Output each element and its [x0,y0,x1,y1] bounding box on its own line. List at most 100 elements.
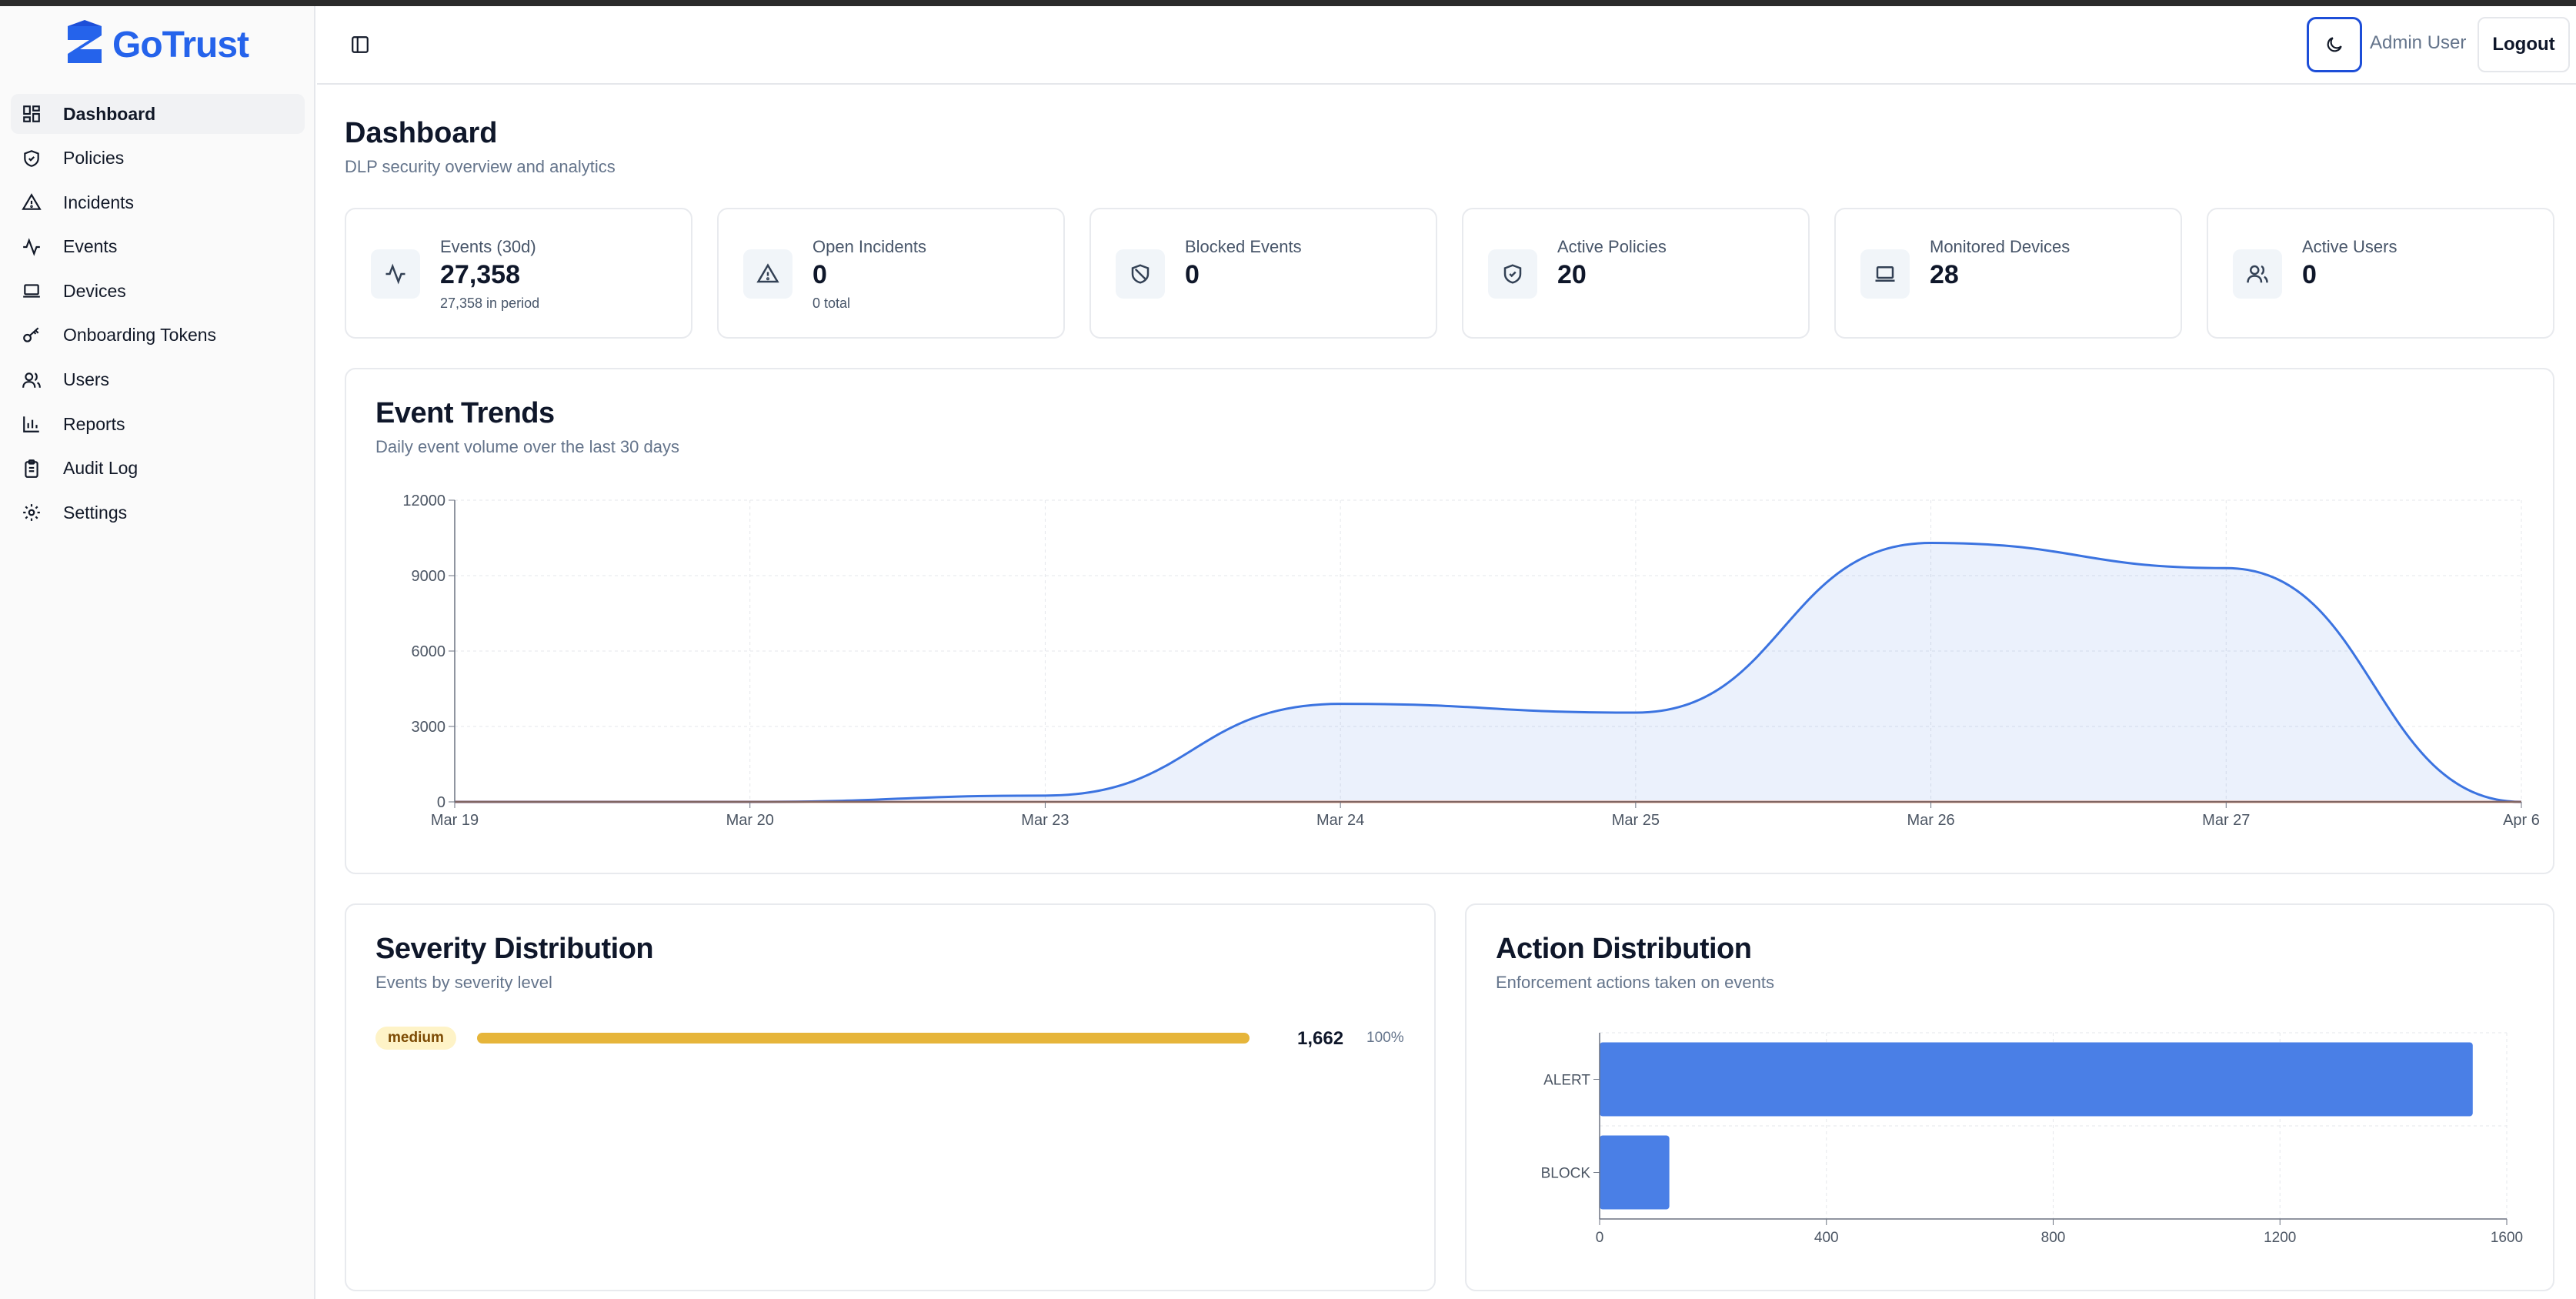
severity-percent: 100% [1366,1030,1404,1046]
moon-icon [2327,37,2342,52]
brand-name: GoTrust [112,24,249,65]
action-distribution-chart: ALERT BLOCK 0 400 800 1200 1600 [1541,1032,2523,1246]
alert-triangle-icon [756,263,779,283]
severity-distribution-card: Severity Distribution Events by severity… [345,903,1436,1291]
clipboard-list-icon [25,459,38,478]
x-tick-label: 1200 [2264,1230,2296,1246]
stat-label: Blocked Events [1185,237,1302,256]
sidebar-item-settings[interactable]: Settings [11,493,305,533]
brand-logo[interactable]: GoTrust [63,17,249,72]
severity-bar-fill [477,1033,1250,1044]
users-icon [22,372,41,388]
card-title: Severity Distribution [375,933,654,965]
stat-icon-box [1116,249,1165,299]
x-tick-label: Apr 6 [2503,812,2540,829]
category-label: BLOCK [1541,1166,1591,1182]
y-tick-label: 12000 [402,493,445,509]
x-tick-label: Mar 24 [1316,812,1364,829]
panel-left-icon [352,36,369,53]
event-trends-chart: 0 3000 6000 9000 12000 Mar 19 Mar 20 Mar 23 Mar … [402,493,2540,829]
stat-label: Active Users [2302,237,2397,256]
x-tick-label: 800 [2041,1230,2066,1246]
area-fill [455,543,2521,802]
x-tick-label: Mar 23 [1021,812,1069,829]
card-subtitle: Events by severity level [375,973,552,992]
sidebar-item-onboarding-tokens[interactable]: Onboarding Tokens [11,316,305,356]
y-tick-label: 9000 [412,568,446,585]
sidebar-item-label: Audit Log [63,458,138,479]
settings-icon [23,504,40,522]
sidebar-item-events[interactable]: Events [11,227,305,267]
sidebar-item-label: Events [63,236,118,257]
sidebar-item-label: Policies [63,148,125,169]
sidebar-item-devices[interactable]: Devices [11,271,305,311]
sidebar-item-audit-log[interactable]: Audit Log [11,449,305,489]
stat-value: 0 [813,260,827,289]
page-title: Dashboard [345,117,498,149]
sidebar-item-users[interactable]: Users [11,360,305,400]
severity-count: 1,662 [1297,1028,1344,1049]
stat-sub: 27,358 in period [440,296,540,311]
sidebar: GoTrust Dashboard Policies Incidents Eve… [0,6,315,1299]
stat-card-active-users: Active Users 0 [2207,208,2554,339]
stat-label: Open Incidents [813,237,926,256]
theme-toggle-button[interactable] [2307,17,2362,72]
card-title: Action Distribution [1496,933,1752,965]
sidebar-toggle-button[interactable] [348,32,372,57]
stat-label: Active Policies [1557,237,1667,256]
stat-value: 0 [2302,260,2317,289]
shield-icon [24,149,39,167]
laptop-icon [1875,266,1895,282]
category-label: ALERT [1543,1073,1590,1089]
activity-icon [385,263,405,285]
shield-check-icon [1503,264,1522,284]
sidebar-item-label: Devices [63,280,126,301]
bar-chart-icon [23,416,39,432]
alert-triangle-icon [22,193,42,210]
x-tick-label: 1600 [2491,1230,2523,1246]
stat-card-open-incidents: Open Incidents 0 0 total [717,208,1065,339]
sidebar-item-label: Users [63,369,110,390]
stat-card-blocked-events: Blocked Events 0 [1089,208,1437,339]
severity-badge: medium [375,1027,456,1050]
sidebar-item-dashboard[interactable]: Dashboard [11,94,305,134]
sidebar-item-reports[interactable]: Reports [11,404,305,444]
x-tick-label: 0 [1596,1230,1604,1246]
severity-bar-track [477,1033,1250,1044]
stat-value: 20 [1557,260,1587,289]
sidebar-item-label: Dashboard [63,103,156,124]
stat-card-events: Events (30d) 27,358 27,358 in period [345,208,692,339]
stat-sub: 0 total [813,296,851,311]
window-top-strip [0,0,2576,6]
sidebar-item-label: Reports [63,413,125,434]
stat-icon-box [2233,249,2282,299]
series-line [455,542,2522,803]
sidebar-item-policies[interactable]: Policies [11,139,305,179]
x-tick-label: 400 [1814,1230,1839,1246]
stat-value: 0 [1185,260,1200,289]
stat-icon-box [743,249,792,299]
stat-card-active-policies: Active Policies 20 [1462,208,1810,339]
sidebar-item-incidents[interactable]: Incidents [11,182,305,222]
action-distribution-card: Action Distribution Enforcement actions … [1465,903,2554,1291]
y-tick-label: 3000 [412,719,446,736]
stat-icon-box [1488,249,1537,299]
x-tick-label: Mar 20 [726,812,774,829]
top-header: Admin User Logout [317,6,2576,85]
card-title: Event Trends [375,397,555,429]
sidebar-item-label: Settings [63,502,128,523]
users-icon [2247,265,2268,283]
shield-off-icon [1131,264,1150,284]
activity-icon [23,238,40,256]
stat-label: Monitored Devices [1930,237,2070,256]
y-tick-label: 6000 [412,643,446,660]
stat-icon-box [371,249,420,299]
laptop-icon [23,284,40,299]
y-tick-label: 0 [437,794,445,811]
stat-icon-box [1860,249,1910,299]
gotrust-logo-icon [68,20,102,63]
bar-block [1600,1135,1670,1210]
logout-button[interactable]: Logout [2478,17,2570,72]
bar-alert [1600,1042,2473,1117]
sidebar-item-label: Onboarding Tokens [63,325,217,346]
